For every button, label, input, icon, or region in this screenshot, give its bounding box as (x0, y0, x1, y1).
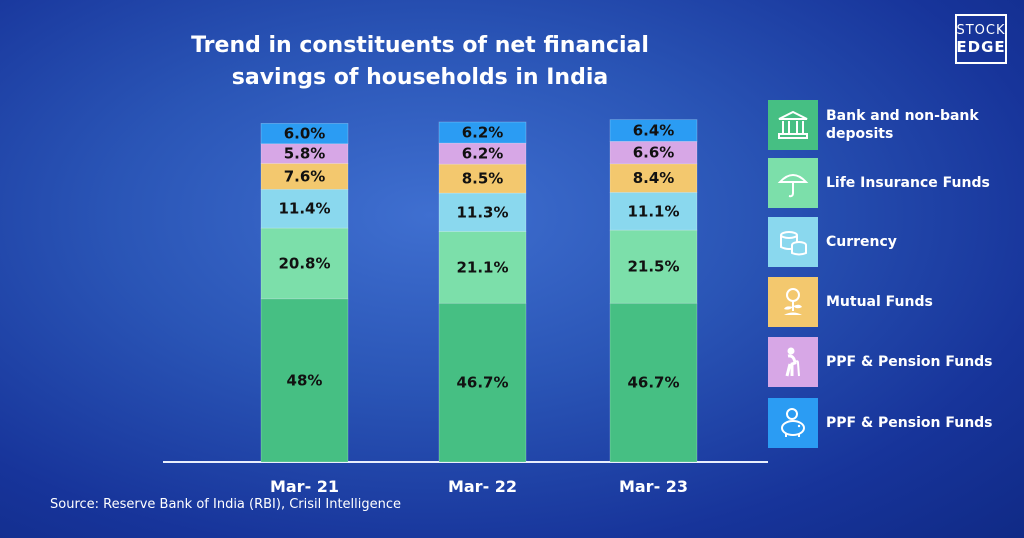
legend-label-bank-deposits: Bank and non-bank deposits (826, 108, 979, 142)
data-label-mar-21-s2: 11.4% (278, 200, 330, 218)
bar-segment-mar-23-s5 (609, 119, 698, 142)
data-label-mar-22-s5: 6.2% (462, 124, 504, 142)
source-note: Source: Reserve Bank of India (RBI), Cri… (50, 497, 402, 512)
legend-label-life-insurance: Life Insurance Funds (826, 175, 990, 191)
data-label-mar-23-s5: 6.4% (633, 122, 675, 140)
bar-segment-mar-22-s5 (438, 121, 527, 144)
data-label-mar-23-s2: 11.1% (627, 202, 679, 220)
logo-text-line-1: STOCK (956, 23, 1006, 38)
bar-segment-mar-23-s1 (609, 229, 698, 304)
money-plant-icon (768, 277, 818, 327)
bar-segment-mar-22-s3 (438, 163, 527, 194)
logo-text-line-2: EDGE (956, 38, 1006, 56)
bar-segment-mar-21-s1 (260, 227, 349, 300)
chart-title-line-1: Trend in constituents of net financial (191, 33, 649, 58)
data-label-mar-22-s2: 11.3% (456, 203, 508, 221)
bar-segment-mar-22-s1 (438, 231, 527, 304)
bar-segment-mar-21-s3 (260, 163, 349, 190)
data-label-mar-22-s3: 8.5% (462, 170, 504, 188)
piggy-bank-icon (768, 398, 818, 448)
legend-label-ppf-pension: PPF & Pension Funds (826, 354, 993, 370)
data-label-mar-21-s0: 48% (287, 371, 323, 389)
legend-item-bank-deposits: Bank and non-bank deposits (768, 100, 1006, 150)
bar-segment-mar-21-s2 (260, 189, 349, 229)
stockedge-logo: STOCK EDGE (955, 14, 1007, 64)
bar-segment-mar-23-s0 (609, 302, 698, 463)
umbrella-icon (768, 158, 818, 208)
data-label-mar-21-s5: 6.0% (284, 125, 326, 143)
legend-label-ppf-pension-2: PPF & Pension Funds (826, 415, 993, 431)
category-label-mar-23: Mar- 23 (619, 477, 688, 496)
data-label-mar-23-s3: 8.4% (633, 169, 675, 187)
elderly-person-icon (768, 337, 818, 387)
coins-icon (768, 217, 818, 267)
data-label-mar-23-s0: 46.7% (627, 374, 679, 392)
bar-segment-mar-22-s2 (438, 192, 527, 232)
data-label-mar-21-s1: 20.8% (278, 254, 330, 272)
data-label-mar-22-s1: 21.1% (456, 258, 508, 276)
legend-item-ppf-pension: PPF & Pension Funds (768, 337, 1006, 387)
data-label-mar-21-s3: 7.6% (284, 167, 326, 185)
legend-label-currency: Currency (826, 234, 897, 250)
legend-item-life-insurance: Life Insurance Funds (768, 158, 1006, 208)
bar-segment-mar-21-s5 (260, 123, 349, 145)
legend-label-mutual-funds: Mutual Funds (826, 294, 933, 310)
bar-segment-mar-23-s2 (609, 192, 698, 231)
chart-title-line-2: savings of households in India (231, 65, 609, 90)
data-label-mar-23-s1: 21.5% (627, 258, 679, 276)
legend-item-currency: Currency (768, 217, 1006, 267)
data-label-mar-21-s4: 5.8% (284, 145, 326, 163)
bank-icon (768, 100, 818, 150)
bar-segment-mar-21-s0 (260, 298, 349, 463)
category-label-mar-21: Mar- 21 (270, 477, 339, 496)
legend-item-mutual-funds: Mutual Funds (768, 277, 1006, 327)
bar-segment-mar-23-s3 (609, 163, 698, 193)
chart-title: Trend in constituents of net financial s… (170, 30, 670, 94)
data-label-mar-22-s0: 46.7% (456, 374, 508, 392)
category-label-mar-22: Mar- 22 (448, 477, 517, 496)
legend-item-ppf-pension-2: PPF & Pension Funds (768, 398, 1006, 448)
data-label-mar-23-s4: 6.6% (633, 144, 675, 162)
data-label-mar-22-s4: 6.2% (462, 145, 504, 163)
